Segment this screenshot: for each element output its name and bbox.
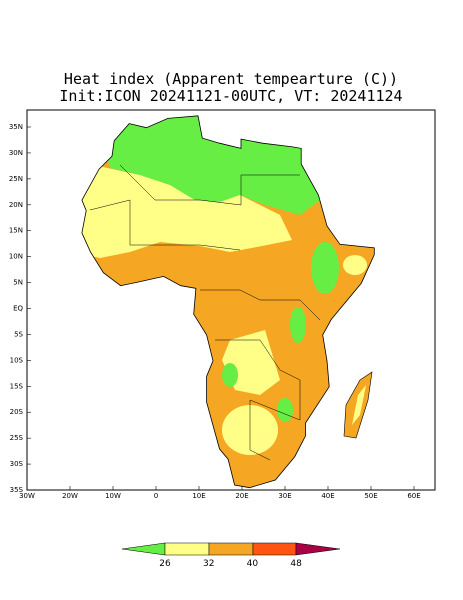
colorbar-label: 40 xyxy=(247,559,259,569)
colorbar-labels: 26 32 40 48 xyxy=(159,559,302,569)
title: Heat index (Apparent tempearture (C)) xyxy=(64,70,398,88)
lat-labels: 35N 30N 25N 20N 15N 10N 5N EQ 5S 10S 15S 20S 25S 30S 3… xyxy=(9,123,31,494)
lat-label: EQ xyxy=(13,305,23,313)
lat-label: 15N xyxy=(9,227,23,235)
lat-label: 5S xyxy=(14,330,23,338)
lat-label: 5N xyxy=(13,279,23,287)
lon-label: 0 xyxy=(154,492,158,500)
subtitle: Init:ICON 20241121-00UTC, VT: 20241124 xyxy=(59,87,402,105)
colorbar-label: 32 xyxy=(203,559,214,569)
lon-label: 20E xyxy=(235,492,248,500)
lon-label: 40E xyxy=(321,492,334,500)
map-frame xyxy=(26,109,436,491)
lat-label: 30N xyxy=(9,149,23,157)
lon-label: 60E xyxy=(407,492,420,500)
lat-label: 35S xyxy=(10,486,24,494)
lat-label: 15S xyxy=(10,382,24,390)
lon-label: 10W xyxy=(105,492,121,500)
map xyxy=(81,115,375,489)
colorbar-label: 48 xyxy=(290,559,302,569)
lat-label: 20S xyxy=(10,408,24,416)
lon-label: 10E xyxy=(192,492,205,500)
lon-label: 30W xyxy=(19,492,35,500)
lat-label: 25S xyxy=(10,434,24,442)
lat-label: 25N xyxy=(9,175,23,183)
lon-label: 50E xyxy=(364,492,377,500)
colorbar xyxy=(121,542,341,556)
lat-label: 30S xyxy=(10,460,24,468)
lat-label: 10S xyxy=(10,356,24,364)
lat-label: 10N xyxy=(9,253,23,261)
lat-label: 35N xyxy=(9,123,23,131)
lon-label: 20W xyxy=(62,492,78,500)
colorbar-label: 26 xyxy=(159,559,171,569)
lat-label: 20N xyxy=(9,201,23,209)
lon-label: 30E xyxy=(278,492,291,500)
lon-labels: 30W 20W 10W 0 10E 20E 30E 40E 50E 60E xyxy=(19,486,421,500)
